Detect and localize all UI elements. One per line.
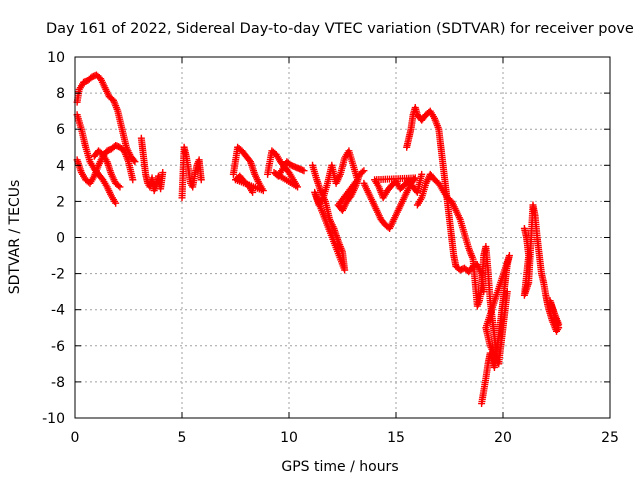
x-axis-label: GPS time / hours — [281, 459, 398, 475]
data-points — [73, 71, 563, 408]
series-track-g — [229, 143, 267, 196]
y-tick-label: 6 — [56, 122, 65, 138]
data-point — [300, 167, 308, 175]
data-point — [503, 288, 511, 296]
y-tick-label: 2 — [56, 194, 65, 210]
data-point — [116, 183, 124, 191]
series-track-j — [360, 170, 426, 232]
y-tick-label: 4 — [56, 158, 65, 174]
series-track-b — [73, 111, 120, 207]
series-track-e — [137, 134, 167, 195]
series-track-h — [264, 147, 308, 191]
grid — [75, 57, 610, 418]
data-point — [358, 168, 366, 176]
data-point — [197, 176, 205, 184]
x-tick-label: 20 — [494, 430, 512, 446]
series-track-f — [178, 143, 205, 202]
x-tick-label: 15 — [387, 430, 405, 446]
axis-ticks: 0 5 10 15 20 25 -10 -8 -6 -4 -2 0 2 4 6 8 10 — [42, 50, 619, 446]
data-point — [360, 167, 368, 175]
y-tick-label: -10 — [42, 411, 65, 427]
y-tick-label: 8 — [56, 86, 65, 102]
series-track-i — [309, 147, 368, 274]
x-tick-label: 25 — [601, 430, 619, 446]
series-track-n — [520, 201, 563, 335]
data-point — [159, 169, 167, 177]
y-tick-label: 10 — [47, 50, 65, 66]
data-point — [129, 176, 137, 184]
x-tick-label: 0 — [71, 430, 80, 446]
x-tick-label: 5 — [178, 430, 187, 446]
data-point — [555, 320, 563, 328]
y-tick-label: -4 — [51, 303, 65, 319]
x-tick-label: 10 — [280, 430, 298, 446]
data-point — [130, 156, 138, 164]
y-tick-label: 0 — [56, 231, 65, 247]
series-track-c — [73, 141, 137, 187]
series-track-m — [478, 252, 513, 408]
y-tick-label: -2 — [51, 267, 65, 283]
series-track-a — [73, 71, 139, 166]
data-point — [418, 170, 426, 178]
chart-title: Day 161 of 2022, Sidereal Day-to-day VTE… — [46, 21, 634, 37]
data-point — [115, 182, 123, 190]
y-tick-label: -6 — [51, 339, 65, 355]
y-axis-label: SDTVAR / TECUs — [7, 180, 23, 295]
series-track-d — [90, 147, 124, 191]
data-point — [249, 188, 257, 196]
data-point — [112, 199, 120, 207]
y-tick-label: -8 — [51, 375, 65, 391]
data-point — [131, 158, 139, 166]
